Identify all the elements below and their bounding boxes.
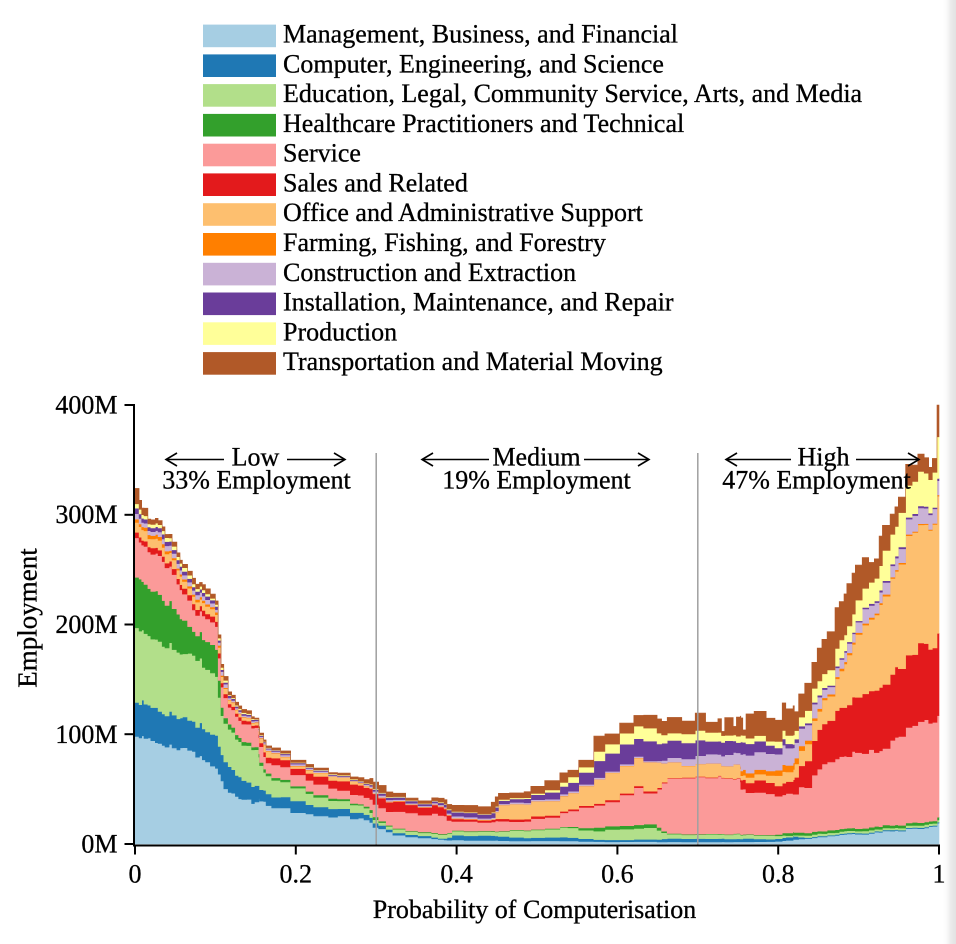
- svg-text:0M: 0M: [81, 830, 117, 859]
- svg-text:Sales and Related: Sales and Related: [283, 168, 468, 197]
- svg-text:Medium: Medium: [492, 443, 580, 472]
- svg-text:Low: Low: [232, 443, 280, 472]
- svg-text:High: High: [798, 443, 850, 472]
- svg-text:33% Employment: 33% Employment: [162, 466, 351, 495]
- svg-text:Healthcare Practitioners and T: Healthcare Practitioners and Technical: [283, 109, 684, 138]
- svg-text:400M: 400M: [55, 391, 117, 420]
- svg-text:200M: 200M: [55, 610, 117, 639]
- svg-text:0: 0: [129, 860, 142, 889]
- svg-text:Education, Legal, Community Se: Education, Legal, Community Service, Art…: [283, 79, 863, 108]
- svg-text:1: 1: [933, 860, 946, 889]
- svg-text:0.2: 0.2: [280, 860, 313, 889]
- svg-text:Transportation and Material Mo: Transportation and Material Moving: [283, 347, 663, 376]
- svg-text:Computer, Engineering, and Sci: Computer, Engineering, and Science: [283, 49, 664, 78]
- svg-text:Construction and Extraction: Construction and Extraction: [283, 258, 576, 287]
- svg-text:Probability of Computerisation: Probability of Computerisation: [373, 895, 697, 924]
- svg-text:Employment: Employment: [13, 548, 43, 688]
- svg-text:Production: Production: [283, 317, 397, 346]
- svg-text:0.6: 0.6: [601, 860, 634, 889]
- svg-text:Service: Service: [283, 139, 361, 168]
- svg-text:300M: 300M: [55, 500, 117, 529]
- svg-text:0.4: 0.4: [440, 860, 473, 889]
- svg-text:Office and Administrative Supp: Office and Administrative Support: [283, 198, 644, 227]
- svg-text:100M: 100M: [55, 720, 117, 749]
- svg-text:Management, Business, and Fina: Management, Business, and Financial: [283, 20, 678, 49]
- svg-text:Farming, Fishing, and Forestry: Farming, Fishing, and Forestry: [283, 228, 606, 257]
- svg-text:19% Employment: 19% Employment: [442, 466, 631, 495]
- svg-text:47% Employment: 47% Employment: [722, 466, 911, 495]
- svg-text:0.8: 0.8: [762, 860, 795, 889]
- svg-text:Installation, Maintenance, and: Installation, Maintenance, and Repair: [283, 288, 674, 317]
